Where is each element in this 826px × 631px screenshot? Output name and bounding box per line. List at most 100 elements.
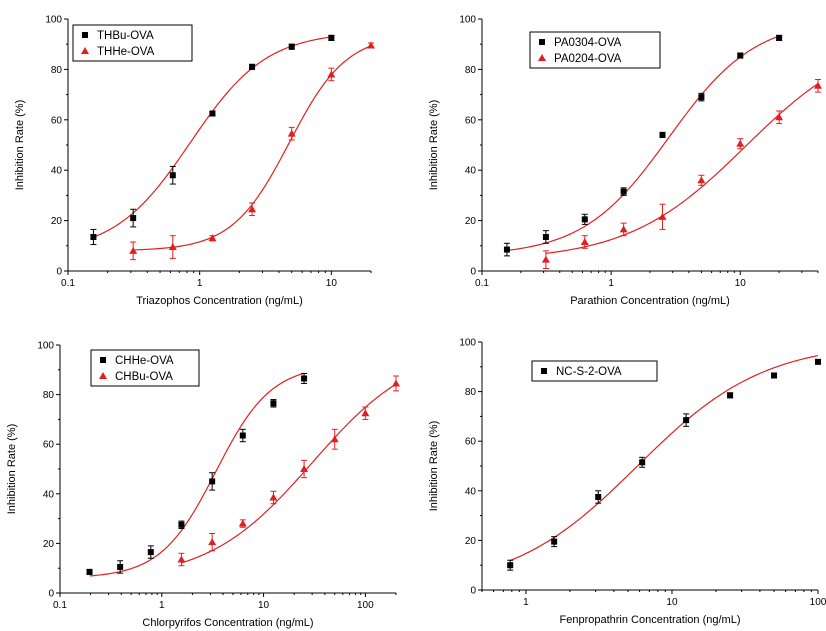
data-point <box>209 110 216 117</box>
data-point <box>301 375 308 382</box>
panel-triazophos: 0 20 40 60 80 100 0.1 1 10 Triazophos Concentrati… <box>14 15 375 307</box>
x-tick-label: 0.1 <box>53 600 67 611</box>
data-point <box>287 129 296 137</box>
x-tick-label: 10 <box>666 597 678 608</box>
y-tick-label: 100 <box>45 15 62 26</box>
series-thbu-ova <box>90 34 335 246</box>
data-point <box>815 358 821 365</box>
x-tick-label: 1 <box>159 600 165 611</box>
data-point <box>771 372 778 379</box>
x-tick-label: 1 <box>197 278 203 289</box>
legend-marker <box>99 372 107 379</box>
data-point <box>169 172 176 179</box>
series-thhe-ova <box>129 41 375 261</box>
legend-box <box>529 31 661 69</box>
series-chbu-ova <box>177 375 400 567</box>
series-chhe-ova <box>86 372 308 577</box>
legend-marker <box>81 47 89 54</box>
data-point <box>658 212 667 220</box>
legend-marker <box>82 32 88 38</box>
legend-box <box>531 360 658 382</box>
legend-marker <box>100 357 106 363</box>
y-tick-label: 0 <box>56 267 62 278</box>
data-point <box>507 562 514 569</box>
legend-label: THBu-OVA <box>97 30 154 42</box>
legend-label: PA0204-OVA <box>554 53 622 65</box>
x-tick-label: 0.1 <box>61 278 75 289</box>
data-point <box>736 139 745 147</box>
data-point <box>147 549 154 556</box>
data-point <box>541 255 550 263</box>
data-point <box>737 52 744 59</box>
y-axis-label: Inhibition Rate (%) <box>14 100 26 191</box>
y-tick-label: 60 <box>51 115 63 126</box>
data-point <box>683 417 690 424</box>
legend: CHHe-OVA CHBu-OVA <box>90 349 200 387</box>
fit-curve <box>133 45 372 251</box>
legend-box <box>90 349 200 387</box>
data-point <box>361 409 370 417</box>
y-tick-label: 0 <box>470 267 476 278</box>
legend-label: PA0304-OVA <box>554 37 622 49</box>
x-tick-label: 10 <box>258 600 270 611</box>
y-tick-label: 100 <box>37 341 54 352</box>
data-point <box>328 34 335 41</box>
data-point <box>698 94 705 101</box>
x-tick-label: 0.1 <box>475 278 489 289</box>
data-point <box>168 243 177 251</box>
legend-marker <box>541 368 547 374</box>
data-point <box>367 41 375 49</box>
x-tick-label: 100 <box>810 597 826 608</box>
y-tick-label: 80 <box>465 65 477 76</box>
fit-curve <box>93 36 332 238</box>
y-tick-label: 100 <box>459 15 476 26</box>
y-tick-label: 40 <box>465 166 477 177</box>
y-tick-label: 80 <box>43 390 55 401</box>
data-point <box>239 432 246 439</box>
data-point <box>300 465 309 472</box>
x-tick-label: 10 <box>735 278 747 289</box>
x-axis-label: Chlorpyrifos Concentration (ng/mL) <box>142 617 313 629</box>
data-point <box>503 246 510 253</box>
data-point <box>209 478 216 485</box>
y-tick-label: 20 <box>51 216 63 227</box>
legend: NC-S-2-OVA <box>531 360 658 382</box>
data-point <box>775 113 784 121</box>
data-point <box>327 70 336 78</box>
fit-curve <box>506 35 780 252</box>
data-point <box>580 238 589 246</box>
legend-label: CHBu-OVA <box>115 371 173 383</box>
data-point <box>177 555 186 563</box>
legend-box <box>72 24 193 62</box>
legend-label: CHHe-OVA <box>115 355 174 367</box>
data-point <box>269 493 278 501</box>
data-point <box>330 435 339 443</box>
data-point <box>86 568 93 575</box>
data-point <box>697 176 706 184</box>
y-tick-label: 40 <box>465 486 477 497</box>
data-point <box>178 521 185 528</box>
x-tick-label: 10 <box>326 278 338 289</box>
legend: PA0304-OVA PA0204-OVA <box>529 31 661 69</box>
y-tick-label: 0 <box>48 589 54 600</box>
y-tick-label: 20 <box>465 536 477 547</box>
y-tick-label: 60 <box>465 437 477 448</box>
data-point <box>551 538 558 545</box>
panel-fenpropathrin: 0 20 40 60 80 100 1 10 100 Fenpropathrin Concentr… <box>428 338 826 627</box>
data-point <box>581 216 588 223</box>
series-pa0204-ova <box>541 78 822 269</box>
data-point <box>238 519 247 527</box>
panel-chlorpyrifos: 0 20 40 60 80 100 0.1 1 10 100 Chlorpyrifos Concen… <box>6 341 400 629</box>
data-point <box>620 188 627 195</box>
data-point <box>249 63 256 70</box>
x-tick-label: 1 <box>608 278 614 289</box>
y-tick-label: 20 <box>465 216 477 227</box>
legend: THBu-OVA THHe-OVA <box>72 24 193 62</box>
data-point <box>288 43 295 50</box>
y-axis-label: Inhibition Rate (%) <box>428 100 440 191</box>
data-point <box>130 215 137 222</box>
y-axis-label: Inhibition Rate (%) <box>6 424 18 515</box>
data-point <box>248 205 257 213</box>
y-tick-label: 60 <box>43 440 55 451</box>
y-tick-label: 60 <box>465 115 477 126</box>
